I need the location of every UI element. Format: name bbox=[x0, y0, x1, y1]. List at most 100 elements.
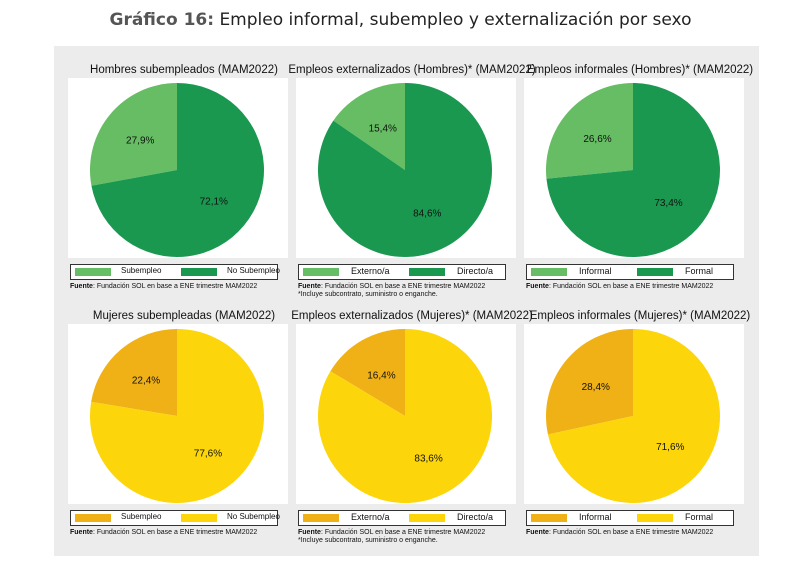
pie-plot-area: 16,4% 83,6% bbox=[296, 324, 516, 504]
slice-data-label: 72,1% bbox=[200, 197, 228, 208]
pie-chart: 27,9% 72,1% bbox=[90, 83, 264, 257]
legend-label: Formal bbox=[685, 512, 714, 522]
chart-title: Empleos informales (Mujeres)* (MAM2022) bbox=[529, 310, 751, 322]
legend-swatch bbox=[75, 514, 111, 522]
chart-legend: Informal Formal bbox=[526, 264, 734, 280]
source-text: : Fundación SOL en base a ENE trimestre … bbox=[320, 529, 486, 536]
legend-swatch bbox=[409, 268, 445, 276]
slice-data-label: 15,4% bbox=[369, 124, 397, 135]
pie-chart: 22,4% 77,6% bbox=[89, 329, 264, 503]
legend-label: Formal bbox=[685, 266, 714, 276]
legend-label: Informal bbox=[579, 266, 612, 276]
legend-swatch bbox=[181, 514, 217, 522]
pie-plot-area: 27,9% 72,1% bbox=[68, 78, 288, 258]
legend-swatch bbox=[637, 514, 673, 522]
legend-item: No Subempleo bbox=[181, 512, 281, 524]
figure-number: Gráfico 16: bbox=[109, 10, 215, 30]
footnote-text: *Incluye subcontrato, suministro o engan… bbox=[298, 537, 438, 544]
source-note: Fuente: Fundación SOL en base a ENE trim… bbox=[70, 283, 257, 291]
pie-slice-formal bbox=[547, 329, 720, 503]
slice-data-label: 27,9% bbox=[126, 135, 154, 146]
chart-legend: Subempleo No Subempleo bbox=[70, 264, 280, 280]
legend-item: Subempleo bbox=[75, 512, 175, 524]
legend-label: Subempleo bbox=[121, 266, 162, 275]
pie-slice-externo-a bbox=[333, 83, 405, 170]
pie-plot-area: 22,4% 77,6% bbox=[68, 324, 288, 504]
source-text: : Fundación SOL en base a ENE trimestre … bbox=[92, 529, 258, 536]
pie-slice-subempleo bbox=[91, 329, 177, 416]
slice-data-label: 28,4% bbox=[582, 382, 610, 393]
chart-panel: Mujeres subempleadas (MAM2022) 22,4% 77,6%… bbox=[68, 310, 300, 560]
source-text: : Fundación SOL en base a ENE trimestre … bbox=[92, 283, 258, 290]
source-label: Fuente bbox=[526, 529, 549, 536]
pie-slice-subempleo bbox=[90, 83, 177, 186]
pie-slice-formal bbox=[546, 83, 720, 257]
legend-item: Externo/a bbox=[303, 266, 403, 278]
legend-swatch bbox=[303, 268, 339, 276]
legend-swatch bbox=[409, 514, 445, 522]
legend-swatch bbox=[303, 514, 339, 522]
source-label: Fuente bbox=[298, 529, 321, 536]
slice-data-label: 22,4% bbox=[132, 376, 160, 387]
legend-item: Externo/a bbox=[303, 512, 403, 524]
legend-label: Informal bbox=[579, 512, 612, 522]
source-note: Fuente: Fundación SOL en base a ENE trim… bbox=[298, 283, 485, 299]
legend-label: Subempleo bbox=[121, 512, 162, 521]
legend-item: Informal bbox=[531, 512, 631, 524]
chart-title: Mujeres subempleadas (MAM2022) bbox=[92, 310, 276, 322]
pie-slice-directo-a bbox=[317, 329, 492, 503]
legend-label: Directo/a bbox=[457, 512, 494, 522]
source-note: Fuente: Fundación SOL en base a ENE trim… bbox=[70, 529, 257, 537]
chart-panel: Empleos externalizados (Hombres)* (MAM20… bbox=[288, 64, 535, 314]
pie-chart: 26,6% 73,4% bbox=[546, 83, 720, 257]
legend-swatch bbox=[75, 268, 111, 276]
legend-item: Directo/a bbox=[409, 512, 509, 524]
legend-item: Informal bbox=[531, 266, 631, 278]
legend-swatch bbox=[637, 268, 673, 276]
chart-panel: Empleos externalizados (Mujeres)* (MAM20… bbox=[291, 310, 533, 560]
chart-title: Empleos externalizados (Mujeres)* (MAM20… bbox=[291, 310, 533, 322]
slice-data-label: 84,6% bbox=[413, 208, 441, 219]
footnote-text: *Incluye subcontrato, suministro o engan… bbox=[298, 291, 438, 298]
source-text: : Fundación SOL en base a ENE trimestre … bbox=[548, 283, 714, 290]
source-label: Fuente bbox=[70, 283, 93, 290]
pie-slice-directo-a bbox=[318, 83, 492, 257]
pie-chart: 28,4% 71,6% bbox=[546, 329, 720, 503]
chart-panel: Empleos informales (Mujeres)* (MAM2022) 2… bbox=[524, 310, 756, 560]
source-text: : Fundación SOL en base a ENE trimestre … bbox=[548, 529, 714, 536]
chart-title: Empleos externalizados (Hombres)* (MAM20… bbox=[288, 64, 536, 76]
source-note: Fuente: Fundación SOL en base a ENE trim… bbox=[526, 283, 713, 291]
pie-plot-area: 26,6% 73,4% bbox=[524, 78, 744, 258]
slice-data-label: 26,6% bbox=[583, 134, 611, 145]
chart-panel: Empleos informales (Hombres)* (MAM2022) 2… bbox=[524, 64, 756, 314]
pie-slice-no-subempleo bbox=[89, 329, 264, 503]
source-label: Fuente bbox=[298, 283, 321, 290]
slice-data-label: 73,4% bbox=[654, 198, 682, 209]
chart-legend: Informal Formal bbox=[526, 510, 734, 526]
source-label: Fuente bbox=[526, 283, 549, 290]
chart-title: Empleos informales (Hombres)* (MAM2022) bbox=[526, 64, 754, 76]
legend-item: Directo/a bbox=[409, 266, 509, 278]
legend-item: Formal bbox=[637, 266, 737, 278]
legend-swatch bbox=[531, 514, 567, 522]
slice-data-label: 77,6% bbox=[194, 448, 222, 459]
slice-data-label: 83,6% bbox=[414, 454, 442, 465]
legend-label: Directo/a bbox=[457, 266, 494, 276]
figure-title-text: Empleo informal, subempleo y externaliza… bbox=[219, 10, 692, 30]
pie-slice-no-subempleo bbox=[91, 83, 264, 257]
pie-slice-informal bbox=[546, 83, 633, 179]
pie-plot-area: 15,4% 84,6% bbox=[296, 78, 516, 258]
legend-label: Externo/a bbox=[351, 512, 390, 522]
pie-slice-informal bbox=[546, 329, 633, 435]
legend-item: Formal bbox=[637, 512, 737, 524]
pie-chart: 15,4% 84,6% bbox=[318, 83, 492, 257]
chart-title: Hombres subempleados (MAM2022) bbox=[90, 64, 278, 76]
pie-chart: 16,4% 83,6% bbox=[317, 329, 492, 503]
slice-data-label: 16,4% bbox=[367, 370, 395, 381]
legend-label: No Subempleo bbox=[227, 266, 280, 275]
legend-label: No Subempleo bbox=[227, 512, 280, 521]
chart-legend: Externo/a Directo/a bbox=[298, 264, 506, 280]
pie-slice-externo-a bbox=[330, 329, 405, 416]
slice-data-label: 71,6% bbox=[656, 442, 684, 453]
source-label: Fuente bbox=[70, 529, 93, 536]
